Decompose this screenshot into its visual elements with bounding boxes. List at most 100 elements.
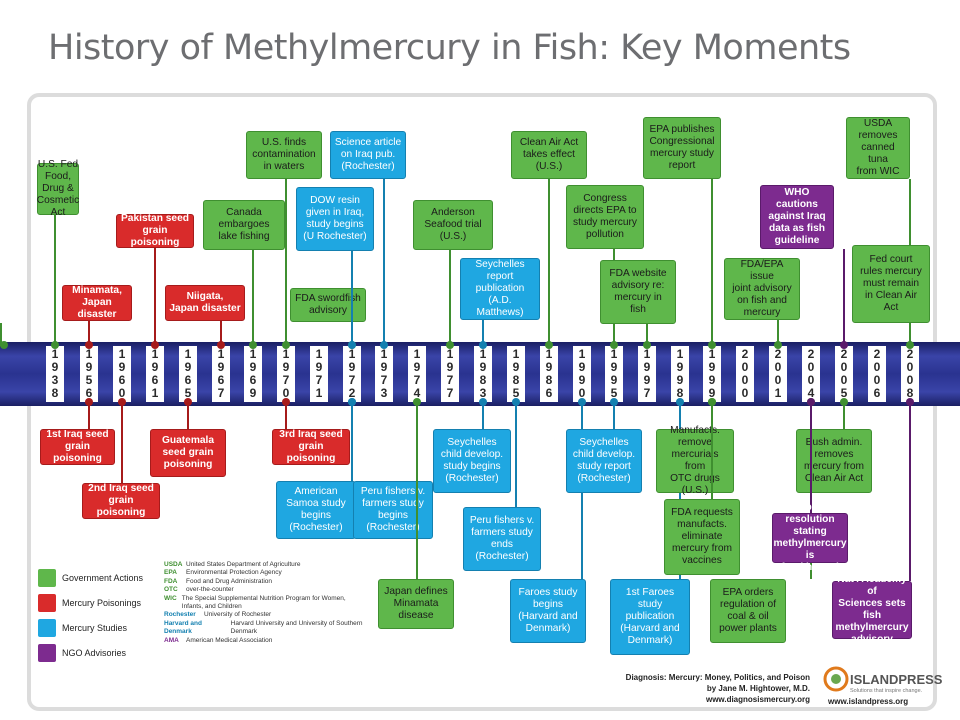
year-marker [474,346,492,402]
connector-dot [610,341,618,349]
connector-line [54,215,56,346]
year-marker [244,346,262,402]
year-marker [671,346,689,402]
legend-label-poisoning: Mercury Poisonings [62,598,142,608]
year-marker [802,346,820,402]
year-label: 1 9 3 8 [51,347,59,400]
event-box: 3rd Iraq seed grain poisoning [272,429,350,465]
connector-dot [446,341,454,349]
connector-dot [282,341,290,349]
connector-dot [184,398,192,406]
year-label: 2 0 0 5 [840,347,848,400]
connector-line [351,402,353,481]
connector-line [482,402,484,429]
legend-label-ngo: NGO Advisories [62,648,127,658]
year-marker [835,346,853,402]
credit-url: www.diagnosismercury.org [705,695,810,704]
event-box: EPA publishes Congressional mercury stud… [643,117,721,179]
island-press-logo [823,666,849,692]
abbreviation-row: FDA Food and Drug Administration [164,578,364,586]
event-box: Minamata, Japan disaster [62,285,132,321]
year-label: 1 9 9 7 [643,347,651,400]
abbreviation-row: USDA United States Department of Agricult… [164,561,364,569]
connector-dot [676,398,684,406]
connector-dot [906,398,914,406]
year-label: 2 0 0 1 [774,347,782,400]
year-marker [212,346,230,402]
connector-line [252,250,254,346]
event-box: American Samoa study begins (Rochester) [276,481,356,539]
year-marker [46,346,64,402]
event-box: 1st Iraq seed grain poisoning [40,429,115,465]
connector-dot [545,341,553,349]
event-box: FDA/EPA issue joint advisory on fish and… [724,258,800,320]
connector-dot [380,341,388,349]
connector-dot [282,398,290,406]
connector-dot [610,398,618,406]
connector-dot [51,341,59,349]
connector-line [613,402,615,429]
connector-line [285,402,287,429]
connector-line [220,321,222,346]
connector-dot [479,398,487,406]
connector-line [88,321,90,346]
event-box: USDA removes canned tuna from WIC [846,117,910,179]
abbreviation-key: AMA [164,636,179,644]
abbreviation-key: Rochester [164,611,196,619]
abbreviation-value: The Special Supplemental Nutrition Progr… [181,594,346,611]
connector-dot [479,341,487,349]
event-box: Faroes study begins (Harvard and Denmark… [510,579,586,643]
year-marker [179,346,197,402]
event-box: EPA orders regulation of coal & oil powe… [710,579,786,643]
legend-swatch-government [38,569,56,587]
legend-swatch-study [38,619,56,637]
year-label: 1 9 7 3 [380,347,388,400]
year-marker [343,346,361,402]
connector-line [383,179,385,346]
year-label: 1 9 6 9 [249,347,257,400]
connector-line [515,402,517,507]
year-label: 1 9 9 9 [708,347,716,400]
connector-dot [708,341,716,349]
connector-line [351,251,353,346]
connector-line [711,402,713,499]
abbreviation-row: Harvard and Denmark Harvard University an… [164,620,364,637]
year-label: 1 9 8 5 [512,347,520,400]
year-label: 1 9 6 5 [184,347,192,400]
abbreviation-key: FDA [164,577,178,585]
connector-dot [151,341,159,349]
event-box: Fed court rules mercury must remain in C… [852,245,930,323]
abbreviation-value: United States Department of Agriculture [186,561,301,568]
event-box: 1st Faroes study publication (Harvard an… [610,579,690,655]
year-label: 1 9 7 7 [446,347,454,400]
event-box: Congress directs EPA to study mercury po… [566,185,644,249]
connector-dot [807,398,815,406]
connector-dot [906,341,914,349]
event-box: DOW resin given in Iraq, study begins (U… [296,187,374,251]
year-marker [868,346,886,402]
abbreviation-list: USDA United States Department of Agricult… [164,561,364,645]
event-box: Peru fishers v. farmers study ends (Roch… [463,507,541,571]
year-label: 1 9 7 1 [315,347,323,400]
year-label: 1 9 7 2 [348,347,356,400]
year-marker [507,346,525,402]
year-label: 2 0 0 8 [906,347,914,400]
abbreviation-key: Harvard and Denmark [164,619,202,636]
year-label: 2 0 0 6 [873,347,881,400]
event-box: Canada embargoes lake fishing [203,200,285,250]
event-box: Science article on Iraq pub. (Rochester) [330,131,406,179]
logo-url: www.islandpress.org [828,697,909,706]
connector-dot [578,398,586,406]
connector-line [777,320,779,346]
year-label: 1 9 9 5 [610,347,618,400]
credit-title: Diagnosis: Mercury: Money, Politics, and… [625,673,810,682]
connector-dot [643,341,651,349]
connector-line [285,179,287,346]
abbreviation-key: USDA [164,561,183,568]
year-label: 2 0 0 0 [741,347,749,400]
logo-tagline: Solutions that inspire change. [850,688,923,694]
event-box: U.S. Fed Food, Drug & Cosmetic Act [36,159,80,218]
year-marker [113,346,131,402]
abbreviation-value: Food and Drug Administration [186,577,272,585]
connector-dot [217,341,225,349]
